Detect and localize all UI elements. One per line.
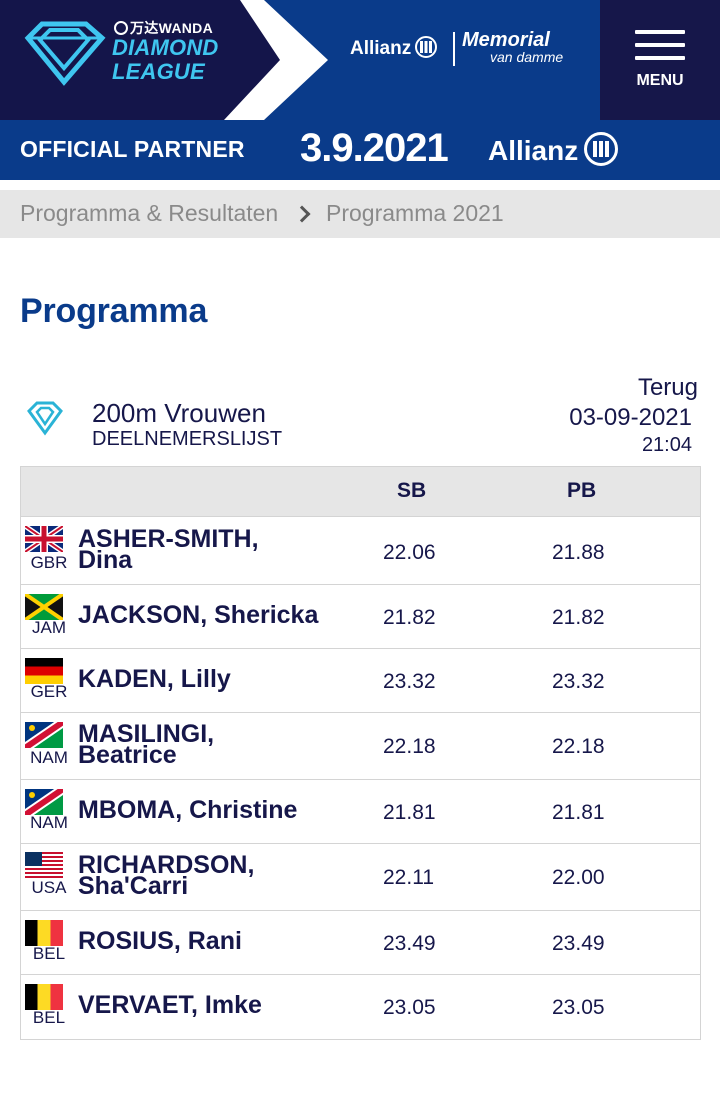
event-subtitle: DEELNEMERSLIJST <box>92 428 283 450</box>
hamburger-menu-icon <box>635 30 685 60</box>
back-link[interactable]: Terug <box>637 374 698 401</box>
athlete-name-link[interactable]: MBOMA, Christine <box>78 796 298 824</box>
season-best: 23.32 <box>383 670 436 693</box>
header-divider <box>453 32 455 66</box>
flag-bel-icon <box>25 984 63 1010</box>
breadcrumb-link-programma-resultaten[interactable]: Programma & Resultaten <box>20 200 279 226</box>
country-code: USA <box>31 878 67 897</box>
flag-nam-icon <box>25 789 63 815</box>
flag-gbr-icon <box>25 526 63 552</box>
flag-usa-icon <box>25 852 63 878</box>
site-header: 万达WANDA DIAMOND LEAGUE Allianz Memorial … <box>0 0 720 120</box>
country-code: NAM <box>30 813 68 832</box>
table-header: SB PB <box>21 467 700 517</box>
diamond-icon <box>27 401 63 436</box>
season-best: 23.49 <box>383 932 436 955</box>
table-row: GBR ASHER-SMITH, Dina 22.06 21.88 <box>21 517 700 585</box>
table-row: USA RICHARDSON, Sha'Carri 22.11 22.00 <box>21 844 700 911</box>
table-row: GER KADEN, Lilly 23.32 23.32 <box>21 649 700 713</box>
flag-bel-icon <box>25 920 63 946</box>
personal-best: 23.49 <box>552 932 605 955</box>
personal-best: 22.00 <box>552 866 605 889</box>
menu-label: MENU <box>636 72 684 89</box>
table-row: NAM MBOMA, Christine 21.81 21.81 <box>21 780 700 844</box>
breadcrumb-link-programma-2021[interactable]: Programma 2021 <box>326 200 504 226</box>
athlete-name-link[interactable]: KADEN, Lilly <box>78 665 231 693</box>
country-code: JAM <box>32 618 66 637</box>
memorial-van-damme-logo[interactable]: Memorial van damme <box>462 29 564 65</box>
personal-best: 21.88 <box>552 541 605 564</box>
chevron-right-icon <box>293 205 311 223</box>
athlete-name-link[interactable]: ROSIUS, Rani <box>78 927 242 955</box>
allianz-logo-icon <box>415 36 438 58</box>
partner-allianz-logo: Allianz <box>488 132 619 167</box>
event-name: 200m Vrouwen <box>92 398 266 428</box>
table-row: BEL ROSIUS, Rani 23.49 23.49 <box>21 911 700 975</box>
season-best: 21.82 <box>383 606 436 629</box>
country-code: BEL <box>32 1008 66 1027</box>
official-partner-banner[interactable]: OFFICIAL PARTNER 3.9.2021 Allianz <box>0 120 720 180</box>
personal-best: 23.05 <box>552 996 605 1019</box>
event-time: 21:04 <box>641 434 692 456</box>
personal-best: 21.81 <box>552 801 605 824</box>
flag-ger-icon <box>25 658 63 684</box>
athlete-name-link[interactable]: RICHARDSON, Sha'Carri <box>78 851 255 900</box>
season-best: 23.05 <box>383 996 436 1019</box>
athlete-name-link[interactable]: MASILINGI, Beatrice <box>78 720 215 769</box>
table-row: BEL VERVAET, Imke 23.05 23.05 <box>21 975 700 1039</box>
season-best: 22.18 <box>383 735 436 758</box>
personal-best: 21.82 <box>552 606 605 629</box>
personal-best: 23.32 <box>552 670 605 693</box>
season-best: 22.06 <box>383 541 436 564</box>
flag-jam-icon <box>25 594 63 620</box>
season-best: 22.11 <box>383 866 434 889</box>
allianz-logo[interactable]: Allianz <box>350 36 438 60</box>
athlete-name-link[interactable]: JACKSON, Shericka <box>78 601 319 629</box>
event-date: 03-09-2021 <box>569 404 692 431</box>
personal-best: 22.18 <box>552 735 605 758</box>
table-row: JAM JACKSON, Shericka 21.82 21.82 <box>21 585 700 649</box>
country-code: GER <box>30 682 68 701</box>
breadcrumb: Programma & Resultaten Programma 2021 <box>0 190 720 238</box>
wanda-sponsor-label: 万达WANDA <box>114 18 213 38</box>
allianz-logo-icon <box>584 132 619 166</box>
column-header-pb: PB <box>567 479 597 502</box>
flag-nam-icon <box>25 722 63 748</box>
diamond-league-logo-icon[interactable] <box>22 18 106 88</box>
country-code: BEL <box>32 944 66 963</box>
season-best: 21.81 <box>383 801 436 824</box>
participants-table: SB PB GBR ASHER-SMITH, Dina 22.06 21.88 <box>20 466 701 1040</box>
country-code: NAM <box>30 748 68 767</box>
menu-button[interactable]: MENU <box>600 0 720 120</box>
page-title: Programma <box>20 292 208 330</box>
athlete-name-link[interactable]: ASHER-SMITH, Dina <box>78 525 259 574</box>
column-header-sb: SB <box>397 479 427 502</box>
country-code: GBR <box>30 553 68 572</box>
table-row: NAM MASILINGI, Beatrice 22.18 22.18 <box>21 713 700 780</box>
official-partner-label: OFFICIAL PARTNER <box>20 136 245 162</box>
meeting-date: 3.9.2021 <box>300 126 449 170</box>
athlete-name-link[interactable]: VERVAET, Imke <box>78 991 262 1019</box>
diamond-league-wordmark[interactable]: DIAMOND LEAGUE <box>112 35 219 84</box>
